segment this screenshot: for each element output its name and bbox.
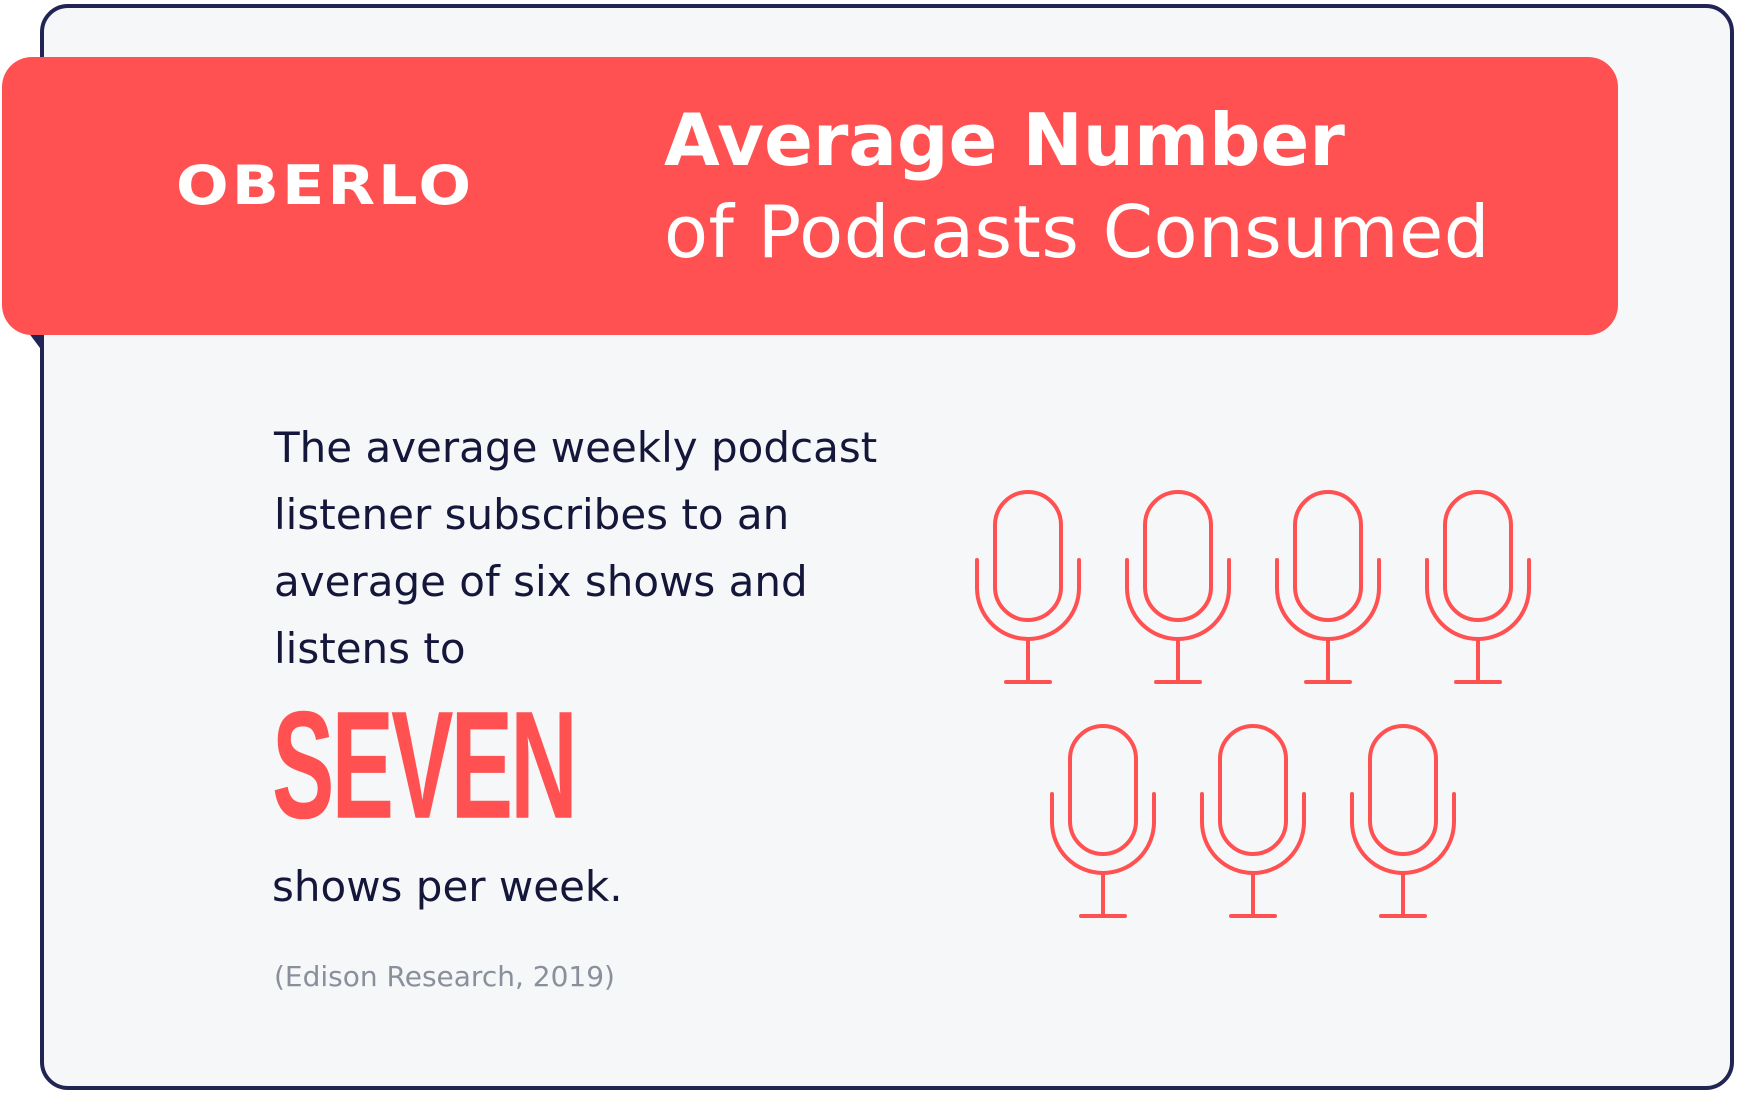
microphone-icon <box>1425 490 1531 684</box>
microphone-icon <box>1275 490 1381 684</box>
stat-highlight: SEVEN <box>272 678 578 851</box>
microphone-icon <box>1125 490 1231 684</box>
header-banner <box>2 57 1618 335</box>
stat-description: The average weekly podcast listener subs… <box>274 423 878 673</box>
microphone-icon-grid <box>975 490 1531 918</box>
oberlo-logo: OBERLO <box>176 152 475 217</box>
microphone-icon <box>1050 724 1156 918</box>
microphone-icon <box>1350 724 1456 918</box>
title-line-1: Average Number <box>664 98 1345 182</box>
microphone-icon <box>1200 724 1306 918</box>
source-citation: (Edison Research, 2019) <box>274 960 615 993</box>
stat-suffix: shows per week. <box>272 862 623 911</box>
microphone-icon <box>975 490 1081 684</box>
title-line-2: of Podcasts Consumed <box>664 190 1490 274</box>
